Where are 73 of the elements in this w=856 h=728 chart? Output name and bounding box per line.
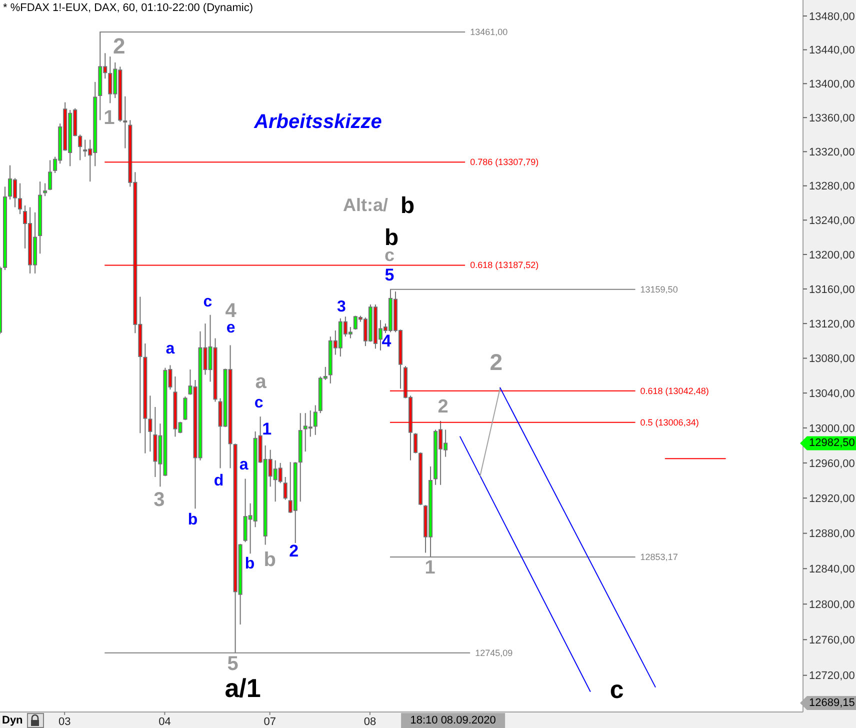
annotation: 1 xyxy=(424,558,436,578)
y-tick-label: 13400,00 xyxy=(809,78,855,91)
candlestick xyxy=(43,182,48,197)
x-tick-label: 03 xyxy=(58,716,71,728)
y-tick-label: 13240,00 xyxy=(809,215,855,228)
candlestick xyxy=(48,160,52,191)
x-tick-label: 08 xyxy=(364,716,376,728)
y-tick-label: 12880,00 xyxy=(809,528,855,540)
candlestick xyxy=(414,432,418,454)
annotation: 3 xyxy=(154,489,165,511)
annotation: b xyxy=(188,512,198,528)
y-tick-label: 12920,00 xyxy=(809,492,855,505)
candlestick xyxy=(283,476,288,500)
annotation: 4 xyxy=(225,300,238,322)
text: Arbeitsskizze xyxy=(253,111,382,133)
y-tick-label: 13080,00 xyxy=(809,353,855,366)
y-tick-label: 12800,00 xyxy=(809,598,855,611)
annotation: 4 xyxy=(382,332,392,350)
annotation: c xyxy=(610,676,624,704)
annotation: b xyxy=(244,556,255,572)
text: 12689,15 xyxy=(809,697,855,709)
candlestick xyxy=(183,396,188,421)
y-tick-label: 12720,00 xyxy=(809,670,855,682)
x-tick-label: 04 xyxy=(158,716,171,728)
y-tick-label: 13200,00 xyxy=(809,249,855,262)
annotation: a xyxy=(166,340,175,358)
y-tick-label: 13320,00 xyxy=(809,146,855,159)
annotation: Alt:a/ xyxy=(342,195,388,215)
text: 18:10 08.09.2020 xyxy=(410,714,496,726)
annotation: e xyxy=(226,320,236,336)
y-tick-label: 13000,00 xyxy=(809,422,855,435)
annotation: 1 xyxy=(262,420,272,438)
annotation: 5 xyxy=(227,653,238,675)
annotation: b xyxy=(400,192,415,218)
candlestick xyxy=(78,134,82,161)
annotation: c xyxy=(254,394,264,412)
candlestick xyxy=(123,96,128,149)
ref-line-label: 12853,17 xyxy=(640,552,678,562)
y-tick-label: 12840,00 xyxy=(809,564,855,576)
y-tick-label: 13040,00 xyxy=(809,388,855,400)
y-tick-label: 13360,00 xyxy=(809,112,855,124)
candlestick xyxy=(313,404,318,436)
annotation: d xyxy=(214,472,224,490)
annotation: c xyxy=(203,294,212,310)
annotation: a xyxy=(239,456,248,474)
chart-title: * %FDAX 1!-EUX, DAX, 60, 01:10-22:00 (Dynamic) xyxy=(3,2,254,14)
text: Dyn xyxy=(2,714,24,726)
annotation: 2 xyxy=(113,34,126,58)
annotation: 2 xyxy=(438,396,448,418)
annotation: 3 xyxy=(336,298,346,316)
annotation: 2 xyxy=(490,349,503,375)
y-tick-label: 12760,00 xyxy=(809,634,855,647)
annotation: a xyxy=(255,371,268,393)
ref-line-label: 12745,09 xyxy=(475,648,513,658)
y-tick-label: 13480,00 xyxy=(809,10,855,23)
annotation: 2 xyxy=(289,542,299,560)
ref-line-label: 0.786 (13307,79) xyxy=(470,157,539,168)
y-tick-label: 13160,00 xyxy=(809,284,855,296)
annotation: b xyxy=(264,549,276,571)
ref-line-label: 13461,00 xyxy=(470,27,508,38)
x-tick-label: 07 xyxy=(264,716,276,728)
y-tick-label: 13280,00 xyxy=(809,180,855,193)
ref-line-label: 0.5 (13006,34) xyxy=(640,417,699,428)
y-tick-label: 13440,00 xyxy=(809,44,855,57)
annotation: 5 xyxy=(384,266,394,284)
annotation: 1 xyxy=(104,107,115,129)
ref-line-label: 13159,50 xyxy=(640,284,678,294)
y-tick-label: 12960,00 xyxy=(809,458,855,470)
annotation: a/1 xyxy=(224,673,261,703)
y-tick-label: 13120,00 xyxy=(809,318,855,330)
text: 12982,50 xyxy=(809,437,855,450)
ref-line-label: 0.618 (13187,52) xyxy=(470,260,539,270)
ref-line-label: 0.618 (13042,48) xyxy=(640,386,709,396)
